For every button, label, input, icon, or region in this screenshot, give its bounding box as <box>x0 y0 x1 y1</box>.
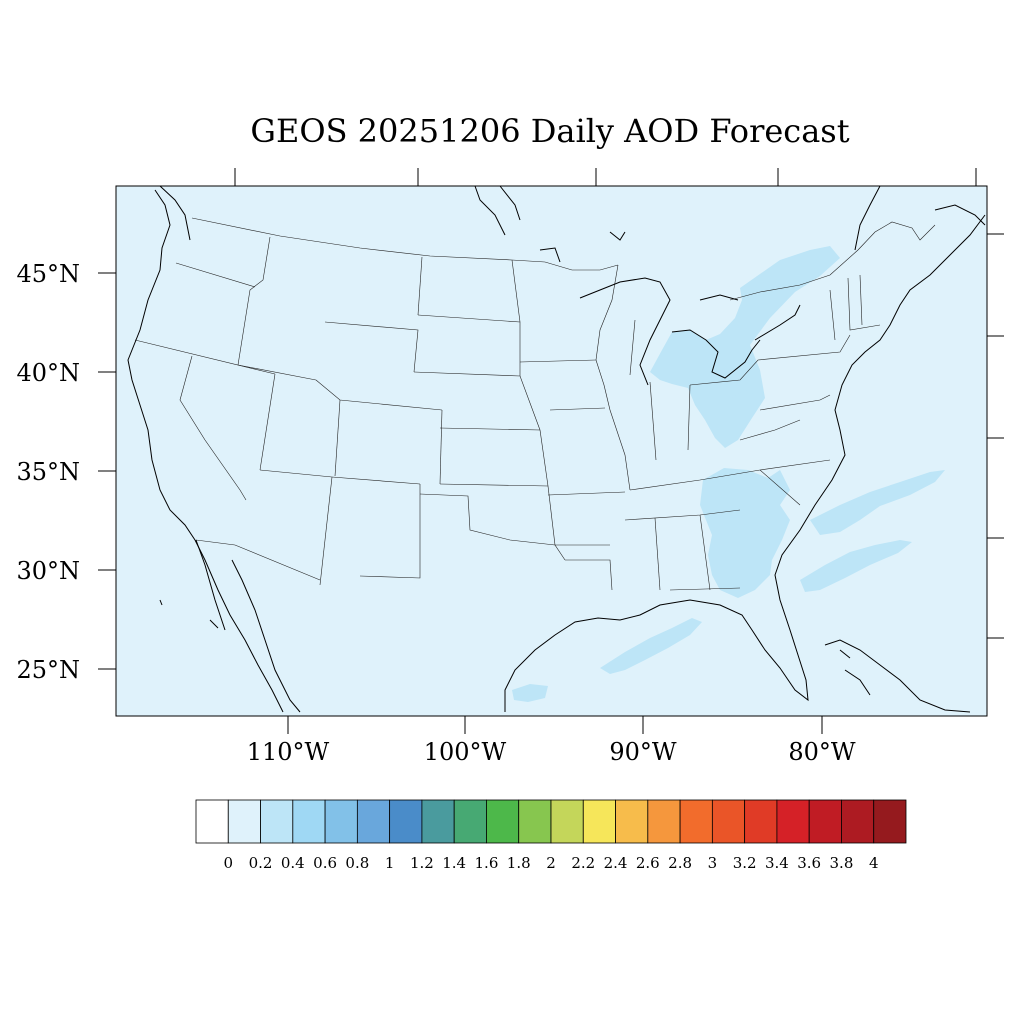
colorbar-tick-label: 1 <box>385 854 395 872</box>
colorbar-swatch <box>711 799 746 844</box>
colorbar-swatch <box>518 799 552 844</box>
colorbar-swatch <box>195 799 229 844</box>
colorbar-tick-label: 0.2 <box>249 854 273 872</box>
colorbar-swatch <box>227 799 261 844</box>
lat-label: 30°N <box>16 557 80 585</box>
colorbar-swatch <box>453 799 487 844</box>
colorbar-tick-label: 1.8 <box>507 854 531 872</box>
colorbar-swatch <box>808 799 842 844</box>
map-area <box>116 186 987 716</box>
colorbar-swatch <box>550 799 584 844</box>
colorbar-swatch <box>292 799 326 844</box>
colorbar-tick-label: 1.2 <box>410 854 434 872</box>
lat-label: 45°N <box>16 260 80 288</box>
colorbar-swatch <box>744 799 778 844</box>
colorbar-swatch <box>776 799 810 844</box>
lon-label: 80°W <box>788 738 856 766</box>
colorbar-labels: 0 0.2 0.4 0.6 0.8 1 1.2 1.4 1.6 1.8 2 2.2 2.4 2.6 2.8 3… <box>223 854 878 872</box>
lat-label: 40°N <box>16 359 80 387</box>
colorbar-tick-label: 2.2 <box>571 854 595 872</box>
colorbar-tick-label: 4 <box>869 854 879 872</box>
colorbar-tick-label: 2.8 <box>668 854 692 872</box>
map-title: GEOS 20251206 Daily AOD Forecast <box>250 112 849 150</box>
colorbar-tick-label: 2 <box>546 854 556 872</box>
colorbar-swatch <box>841 799 875 844</box>
colorbar-tick-label: 0.6 <box>313 854 337 872</box>
lat-label: 25°N <box>16 656 80 684</box>
colorbar-tick-label: 0.8 <box>345 854 369 872</box>
colorbar-tick-label: 3.8 <box>830 854 854 872</box>
colorbar-tick-label: 3 <box>708 854 718 872</box>
colorbar <box>195 799 907 844</box>
aod-0.2-0.4-shading <box>512 246 945 702</box>
colorbar-swatch <box>486 799 520 844</box>
colorbar-tick-label: 0 <box>223 854 233 872</box>
colorbar-swatch <box>260 799 294 844</box>
map-frame <box>115 185 988 717</box>
colorbar-swatch <box>679 799 713 844</box>
colorbar-swatch <box>582 799 616 844</box>
colorbar-swatch <box>356 799 391 844</box>
colorbar-swatch <box>421 799 455 844</box>
colorbar-tick-label: 3.2 <box>733 854 757 872</box>
colorbar-swatch <box>647 799 681 844</box>
axis-ticks <box>98 168 1004 734</box>
colorbar-tick-label: 3.4 <box>765 854 789 872</box>
colorbar-tick-label: 2.6 <box>636 854 660 872</box>
colorbar-tick-label: 0.4 <box>281 854 305 872</box>
state-borders <box>134 217 936 591</box>
lon-label: 110°W <box>247 738 330 766</box>
coastline <box>127 185 986 713</box>
colorbar-swatch <box>324 799 358 844</box>
colorbar-tick-label: 1.4 <box>442 854 466 872</box>
colorbar-tick-label: 3.6 <box>797 854 821 872</box>
lon-label: 100°W <box>424 738 507 766</box>
lat-label: 35°N <box>16 458 80 486</box>
colorbar-tick-label: 2.4 <box>604 854 628 872</box>
colorbar-tick-label: 1.6 <box>475 854 499 872</box>
colorbar-swatch <box>389 799 423 844</box>
colorbar-swatch <box>873 799 907 844</box>
lon-label: 90°W <box>609 738 677 766</box>
colorbar-swatch <box>615 799 649 844</box>
